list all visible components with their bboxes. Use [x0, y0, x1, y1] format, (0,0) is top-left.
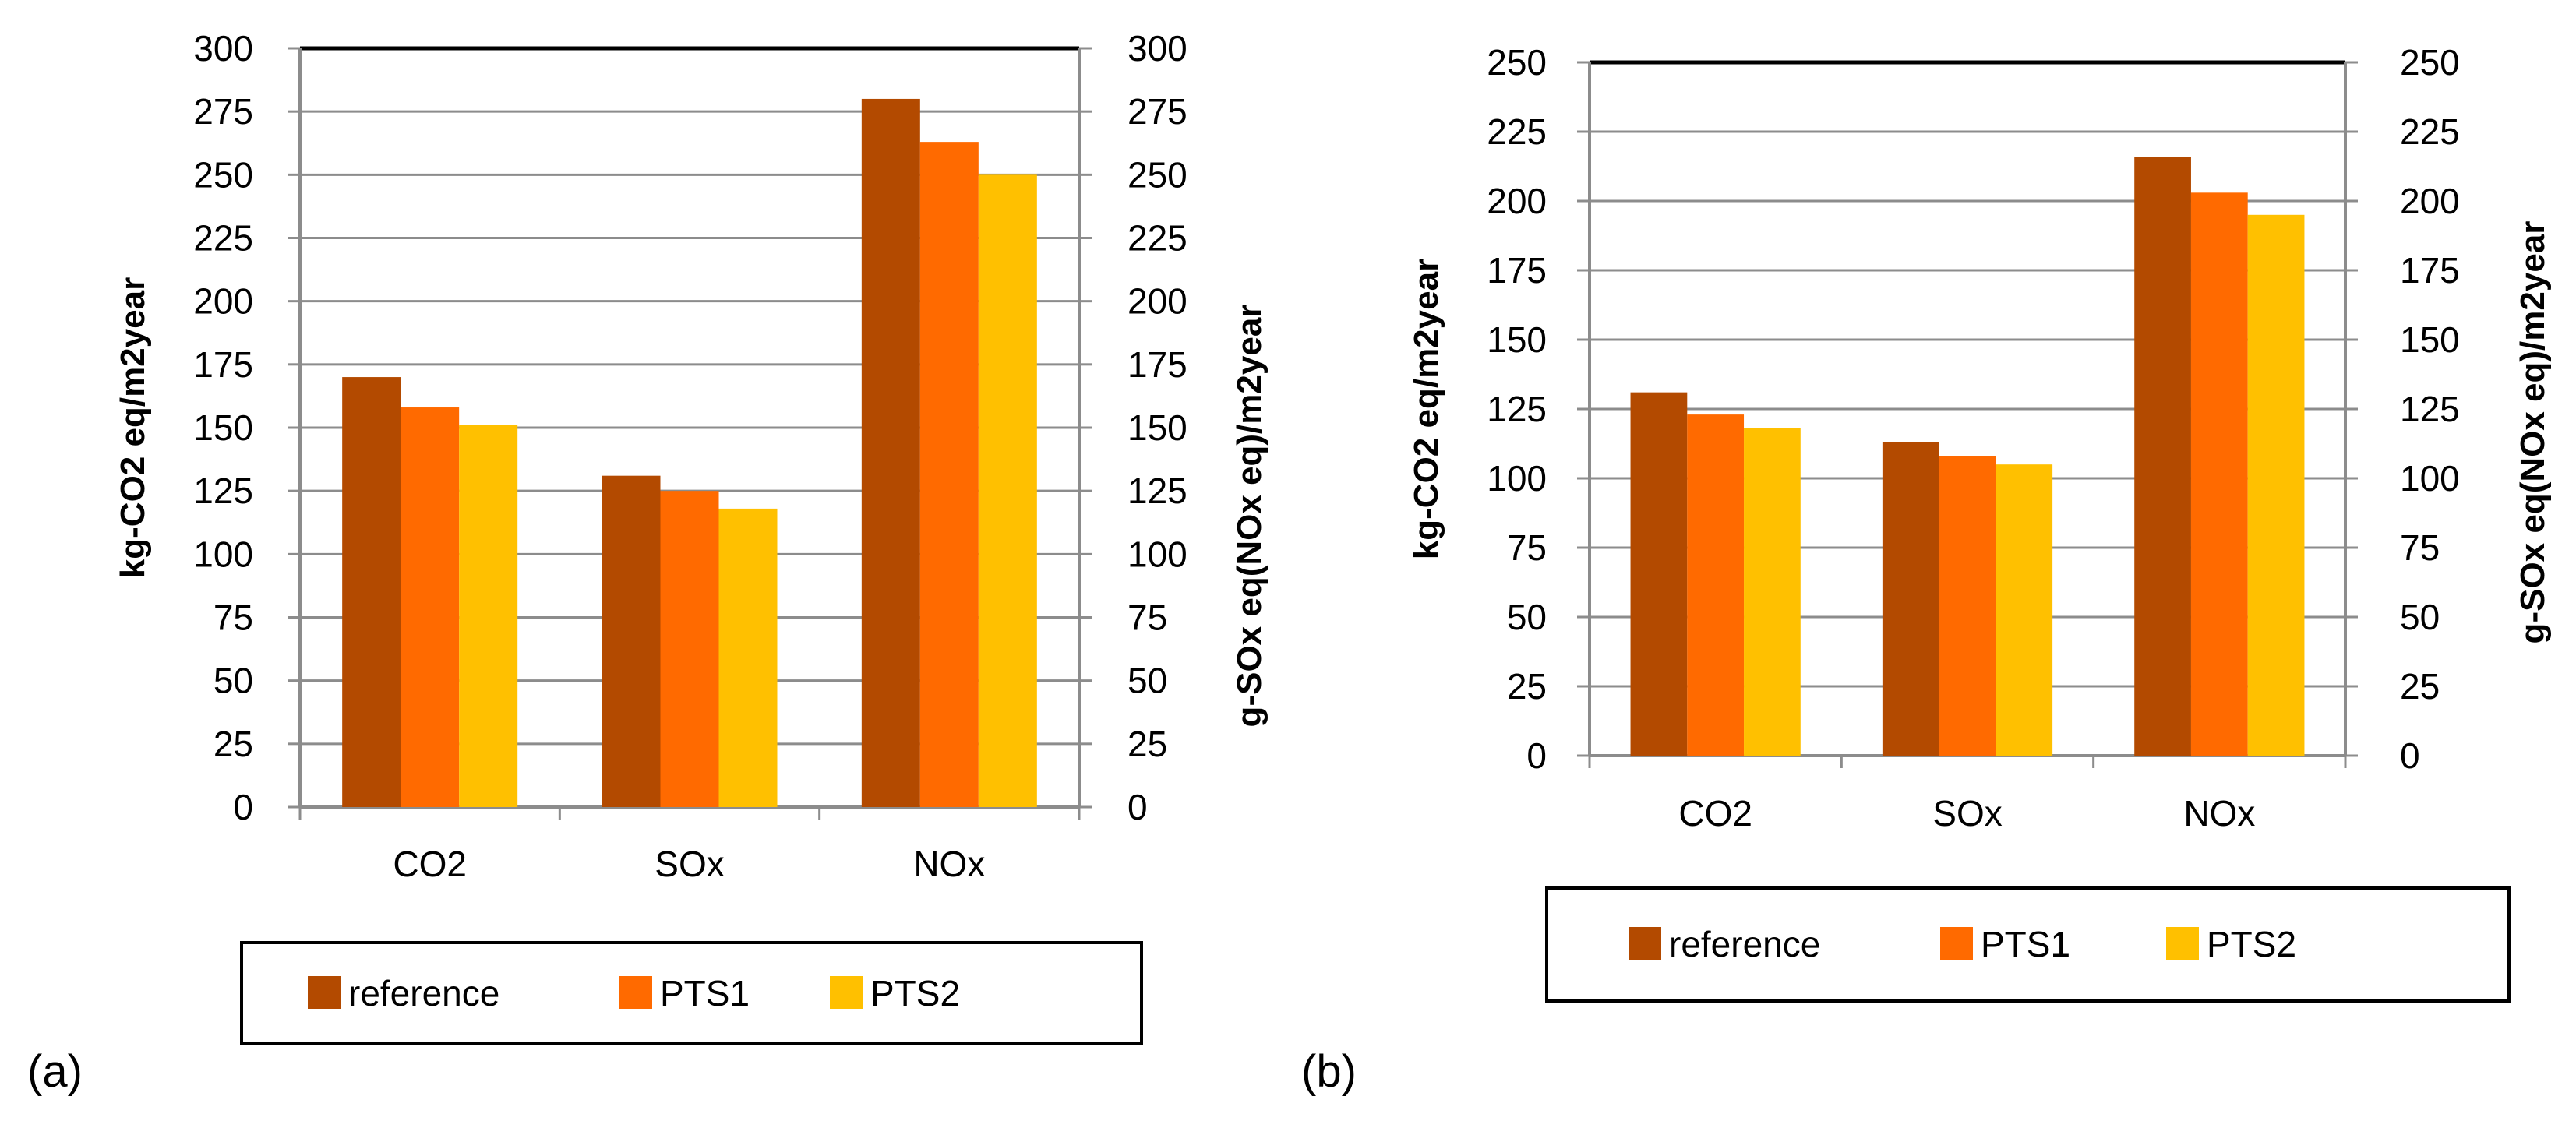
y-tick-label-right: 300	[1127, 28, 1187, 69]
y-tick-label-left: 175	[1487, 250, 1547, 291]
y-tick-label-right: 0	[2400, 735, 2420, 776]
bar-pts2-co2	[459, 425, 518, 807]
y-tick-label-right: 100	[1127, 534, 1187, 574]
bar-reference-sox	[1882, 442, 1939, 756]
legend-label: reference	[348, 973, 499, 1013]
y-axis-label-right: g-SOx eq(NOx eq)/m2year	[1230, 305, 1269, 728]
y-tick-label-right: 200	[2400, 181, 2460, 221]
x-category-label: SOx	[1932, 793, 2002, 834]
bar-pts2-sox	[718, 508, 778, 807]
legend-swatch	[830, 976, 863, 1009]
y-tick-label-left: 50	[1507, 597, 1547, 637]
legend-swatch	[2166, 927, 2199, 960]
bar-pts2-co2	[1744, 428, 1801, 756]
y-tick-label-left: 0	[1526, 735, 1547, 776]
y-tick-label-right: 100	[2400, 458, 2460, 499]
y-tick-label-right: 50	[1127, 661, 1167, 701]
chart-panel-a: 0 0 25 25 50 50 75 75 100 100 125 125 150 150 175 175 20…	[27, 28, 1269, 1097]
legend-label: PTS1	[660, 973, 750, 1013]
bar-reference-nox	[2134, 157, 2191, 756]
y-tick-label-left: 75	[1507, 527, 1547, 568]
x-category-label: NOx	[2183, 793, 2255, 834]
x-category-label: SOx	[655, 844, 724, 884]
chart-panel-b: 0 0 25 25 50 50 75 75 100 100 125 125 150 150 175 175 20…	[1301, 42, 2552, 1097]
x-category-label: NOx	[913, 844, 985, 884]
y-tick-label-left: 225	[193, 218, 253, 259]
y-tick-label-right: 25	[1127, 724, 1167, 764]
y-tick-label-left: 75	[213, 597, 253, 638]
y-tick-label-left: 50	[213, 661, 253, 701]
y-tick-label-left: 125	[1487, 389, 1547, 429]
y-axis-label-left: kg-CO2 eq/m2year	[1407, 259, 1445, 559]
bar-pts1-nox	[2190, 192, 2248, 756]
y-tick-label-right: 250	[2400, 42, 2460, 83]
y-axis-label-left: kg-CO2 eq/m2year	[114, 277, 152, 578]
y-tick-label-right: 175	[2400, 250, 2460, 291]
y-tick-label-left: 300	[193, 28, 253, 69]
bar-pts2-nox	[978, 174, 1037, 808]
legend-label: reference	[1669, 924, 1820, 964]
x-category-label: CO2	[393, 844, 467, 884]
legend-swatch	[308, 976, 341, 1009]
bar-reference-co2	[1630, 392, 1688, 756]
legend-swatch	[1940, 927, 1973, 960]
y-tick-label-right: 75	[2400, 527, 2440, 568]
legend-swatch	[619, 976, 652, 1009]
y-tick-label-left: 200	[1487, 181, 1547, 221]
y-tick-label-left: 225	[1487, 111, 1547, 152]
y-tick-label-left: 200	[193, 281, 253, 322]
y-tick-label-right: 225	[2400, 111, 2460, 152]
y-tick-label-left: 150	[193, 407, 253, 448]
y-tick-label-right: 150	[2400, 319, 2460, 360]
y-tick-label-left: 250	[193, 154, 253, 195]
y-tick-label-left: 125	[193, 471, 253, 511]
y-tick-label-left: 250	[1487, 42, 1547, 83]
legend-box	[1545, 886, 2511, 1003]
y-tick-label-right: 25	[2400, 666, 2440, 707]
bar-pts2-nox	[2247, 214, 2305, 756]
y-tick-label-left: 100	[1487, 458, 1547, 499]
legend-label: PTS2	[870, 973, 960, 1013]
y-tick-label-right: 275	[1127, 91, 1187, 132]
bar-pts1-co2	[401, 407, 460, 807]
legend-box	[240, 941, 1143, 1045]
y-tick-label-left: 25	[213, 724, 253, 764]
bar-pts1-nox	[919, 142, 979, 808]
y-tick-label-right: 125	[2400, 389, 2460, 429]
y-tick-label-right: 150	[1127, 407, 1187, 448]
x-category-label: CO2	[1678, 793, 1752, 834]
y-tick-label-right: 50	[2400, 597, 2440, 637]
bar-pts1-sox	[660, 491, 719, 807]
bar-pts1-sox	[1939, 456, 1996, 756]
y-tick-label-right: 200	[1127, 281, 1187, 322]
y-tick-label-left: 175	[193, 344, 253, 385]
bar-pts1-co2	[1687, 414, 1745, 756]
y-tick-label-right: 250	[1127, 154, 1187, 195]
y-tick-label-right: 175	[1127, 344, 1187, 385]
y-tick-label-left: 100	[193, 534, 253, 574]
y-tick-label-right: 225	[1127, 218, 1187, 259]
y-axis-label-right: g-SOx eq(NOx eq)/m2year	[2514, 221, 2552, 644]
legend-swatch	[1629, 927, 1661, 960]
y-tick-label-left: 275	[193, 91, 253, 132]
y-tick-label-right: 75	[1127, 597, 1167, 638]
bar-reference-co2	[342, 377, 401, 808]
bar-reference-sox	[602, 475, 661, 807]
y-tick-label-left: 25	[1507, 666, 1547, 707]
y-tick-label-left: 150	[1487, 319, 1547, 360]
y-tick-label-left: 0	[233, 787, 253, 827]
legend-label: PTS1	[1981, 924, 2070, 964]
panel-label: (b)	[1301, 1046, 1357, 1097]
legend-label: PTS2	[2207, 924, 2296, 964]
bar-reference-nox	[861, 98, 920, 807]
panel-label: (a)	[27, 1046, 83, 1097]
y-tick-label-right: 125	[1127, 471, 1187, 511]
y-tick-label-right: 0	[1127, 787, 1148, 827]
bar-pts2-sox	[1996, 464, 2053, 756]
